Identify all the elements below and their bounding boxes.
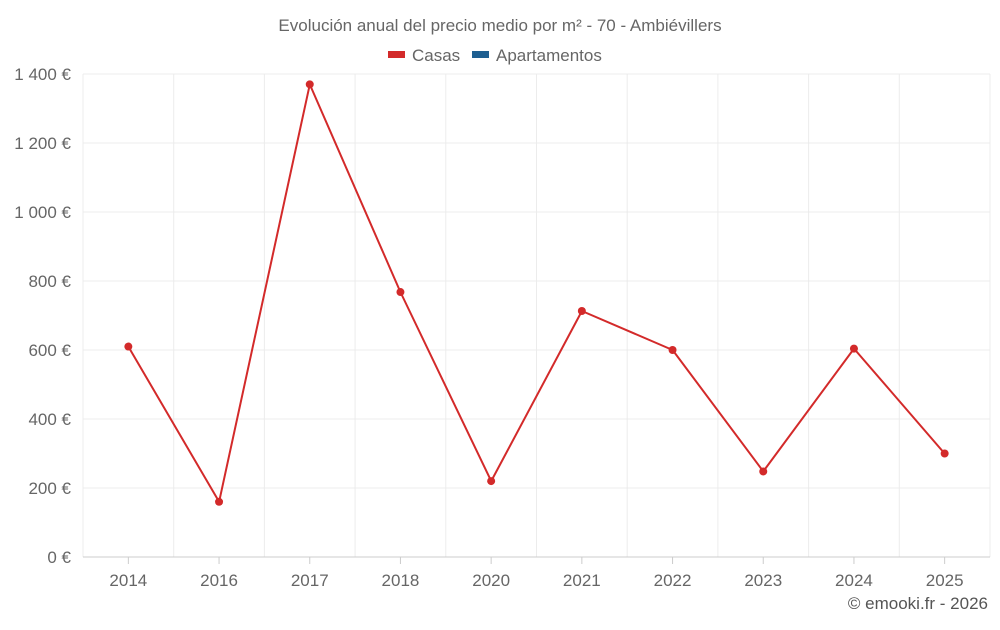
data-point-casas[interactable]	[759, 467, 768, 476]
x-tick-label: 2021	[563, 571, 601, 590]
y-axis-ticks: 0 € 200 € 400 € 600 € 800 € 1 000 € 1 200 € 1 4…	[14, 65, 71, 567]
x-tick-label: 2022	[654, 571, 692, 590]
grid	[82, 73, 991, 557]
y-tick-label: 1 400 €	[14, 65, 71, 84]
data-point-casas[interactable]	[940, 449, 949, 458]
y-tick-label: 1 000 €	[14, 203, 71, 222]
data-point-casas[interactable]	[487, 477, 496, 486]
y-tick-label: 800 €	[28, 272, 71, 291]
y-tick-label: 600 €	[28, 341, 71, 360]
y-tick-label: 1 200 €	[14, 134, 71, 153]
data-point-casas[interactable]	[849, 344, 858, 353]
series-line-casas	[127, 83, 946, 503]
chart-title: Evolución anual del precio medio por m² …	[278, 16, 721, 35]
legend-swatch-apartamentos	[472, 51, 489, 58]
x-tick-label: 2017	[291, 571, 329, 590]
data-point-casas[interactable]	[577, 307, 586, 316]
data-point-casas[interactable]	[305, 80, 314, 89]
data-point-casas[interactable]	[124, 342, 133, 351]
x-tick-label: 2025	[926, 571, 964, 590]
x-tick-label: 2020	[472, 571, 510, 590]
x-tick-label: 2018	[382, 571, 420, 590]
legend-swatch-casas	[388, 51, 405, 58]
data-point-casas[interactable]	[396, 288, 405, 297]
data-point-casas[interactable]	[215, 497, 224, 506]
x-tick-label: 2024	[835, 571, 873, 590]
y-tick-label: 400 €	[28, 410, 71, 429]
x-axis-ticks: 2014 2016 2017 2018 2020 2021 2022 2023 2024 2025	[109, 557, 964, 590]
legend-label-casas: Casas	[412, 46, 460, 65]
legend-item-apartamentos[interactable]: Apartamentos	[472, 46, 602, 65]
credit-text: © emooki.fr - 2026	[848, 594, 988, 613]
data-point-casas[interactable]	[668, 346, 677, 354]
legend-item-casas[interactable]: Casas	[388, 46, 460, 65]
x-tick-label: 2014	[109, 571, 147, 590]
series	[124, 80, 949, 506]
y-tick-label: 200 €	[28, 479, 71, 498]
x-tick-label: 2023	[744, 571, 782, 590]
y-tick-label: 0 €	[47, 548, 71, 567]
x-tick-label: 2016	[200, 571, 238, 590]
legend: Casas Apartamentos	[388, 46, 602, 65]
legend-label-apartamentos: Apartamentos	[496, 46, 602, 65]
